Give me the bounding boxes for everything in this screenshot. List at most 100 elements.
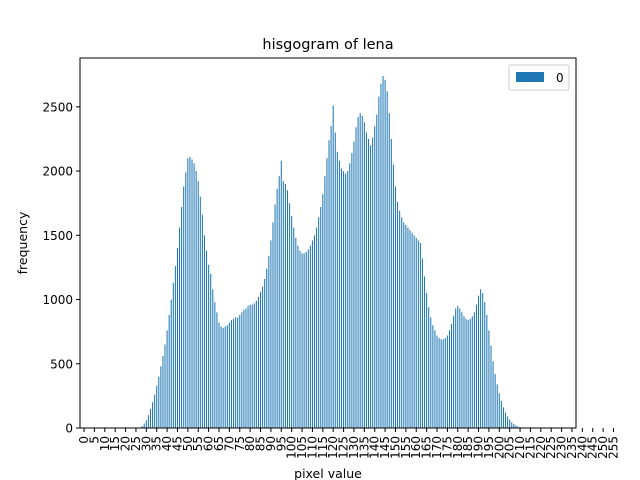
y-tick-label: 0 — [65, 422, 73, 436]
x-tick-label: 135 — [357, 436, 371, 459]
bar-157 — [409, 230, 411, 428]
bar-124 — [340, 168, 343, 429]
bar-203 — [505, 412, 507, 428]
x-tick-label: 250 — [596, 436, 610, 459]
bar-106 — [303, 253, 305, 428]
x-tick-label: 175 — [440, 436, 454, 459]
bar-195 — [488, 330, 490, 428]
bar-93 — [276, 189, 278, 428]
bar-182 — [461, 312, 463, 429]
bar-135 — [363, 122, 365, 429]
x-tick-label: 125 — [337, 436, 351, 459]
legend: 0 — [508, 64, 570, 91]
bar-29 — [143, 423, 145, 428]
chart-title: hisgogram of lena — [262, 37, 393, 53]
bar-115 — [322, 194, 324, 428]
bar-167 — [430, 317, 432, 428]
bar-103 — [297, 245, 299, 428]
bar-119 — [330, 126, 332, 428]
x-tick-label: 75 — [233, 436, 247, 451]
bar-109 — [309, 245, 311, 428]
bar-84 — [257, 296, 259, 428]
x-tick-label: 95 — [274, 436, 288, 451]
bar-104 — [299, 250, 301, 428]
x-tick-label: 15 — [108, 436, 122, 451]
bar-76 — [241, 312, 243, 429]
bar-48 — [183, 186, 185, 428]
bar-128 — [349, 163, 351, 428]
bar-120 — [332, 105, 334, 428]
bar-59 — [206, 250, 208, 428]
legend-label: 0 — [556, 71, 564, 85]
bar-33 — [152, 402, 154, 428]
bar-123 — [338, 160, 340, 428]
bar-37 — [160, 366, 162, 428]
bar-172 — [440, 339, 442, 428]
x-tick-label: 90 — [264, 436, 278, 451]
bar-81 — [251, 304, 253, 428]
bar-121 — [334, 132, 336, 428]
bar-67 — [222, 327, 224, 428]
bar-149 — [392, 164, 394, 428]
x-tick-label: 235 — [565, 436, 579, 459]
bar-71 — [230, 320, 232, 428]
bar-80 — [249, 304, 251, 428]
bar-35 — [156, 385, 158, 428]
x-tick-label: 110 — [305, 436, 319, 459]
bar-154 — [403, 222, 405, 428]
y-tick-label: 2000 — [42, 165, 73, 179]
bar-132 — [357, 117, 359, 428]
bar-61 — [210, 273, 212, 428]
bar-86 — [262, 286, 264, 428]
y-tick-label: 500 — [50, 357, 73, 371]
bar-130 — [353, 141, 355, 428]
bar-88 — [266, 268, 268, 428]
bar-40 — [166, 330, 168, 428]
x-tick-label: 180 — [451, 436, 465, 459]
bar-107 — [305, 251, 307, 428]
bar-134 — [361, 115, 363, 428]
x-tick-label: 65 — [212, 436, 226, 451]
x-tick-label: 100 — [285, 436, 299, 459]
bar-63 — [214, 302, 216, 428]
bar-153 — [401, 217, 403, 428]
bar-42 — [170, 299, 172, 428]
bar-111 — [313, 235, 316, 428]
bar-51 — [189, 156, 191, 429]
bar-87 — [264, 278, 266, 428]
y-tick-label: 1000 — [42, 293, 73, 307]
x-axis-label: pixel value — [294, 466, 362, 480]
bar-94 — [278, 176, 280, 428]
bar-31 — [147, 415, 149, 428]
bar-52 — [191, 159, 193, 429]
bar-200 — [498, 393, 500, 428]
x-tick-label: 0 — [77, 436, 91, 444]
x-tick-label: 5 — [87, 436, 101, 444]
bar-199 — [496, 384, 498, 428]
bar-176 — [448, 330, 450, 428]
bar-151 — [397, 201, 399, 428]
bar-125 — [343, 171, 345, 428]
bar-95 — [280, 160, 282, 428]
bar-133 — [359, 113, 361, 429]
bar-64 — [216, 312, 218, 429]
bar-69 — [226, 325, 228, 428]
x-tick-label: 255 — [606, 436, 620, 459]
bar-57 — [201, 214, 203, 428]
x-tick-label: 215 — [523, 436, 537, 459]
bar-161 — [417, 240, 419, 428]
bar-47 — [181, 207, 183, 428]
bar-101 — [293, 227, 295, 428]
bar-206 — [511, 422, 513, 428]
bar-190 — [478, 295, 480, 428]
bar-77 — [243, 309, 245, 428]
x-tick-label: 195 — [482, 436, 496, 459]
bar-188 — [473, 312, 475, 429]
bar-179 — [455, 308, 457, 428]
x-tick-label: 130 — [347, 436, 361, 459]
bar-171 — [438, 338, 440, 428]
bar-141 — [376, 114, 378, 428]
bar-34 — [154, 394, 156, 428]
bar-144 — [382, 75, 384, 429]
bar-196 — [490, 345, 492, 428]
